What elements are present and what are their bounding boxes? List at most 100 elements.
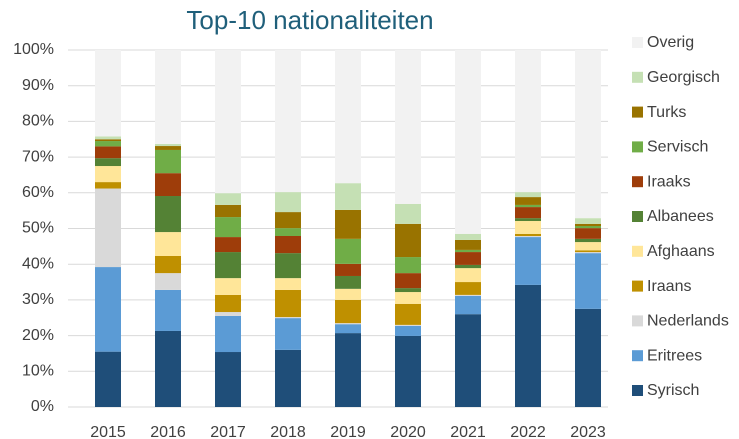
bar-segment bbox=[395, 223, 421, 258]
bar-segment bbox=[575, 226, 601, 229]
bar-segment bbox=[275, 278, 301, 290]
legend-label: Overig bbox=[647, 34, 694, 51]
bar-segment bbox=[515, 221, 541, 234]
bar-segment bbox=[215, 237, 241, 253]
bar-segment bbox=[335, 323, 361, 325]
bar-segment bbox=[395, 292, 421, 304]
x-tick-label: 2016 bbox=[150, 424, 186, 439]
bar-segment bbox=[515, 192, 541, 198]
legend-swatch bbox=[632, 37, 643, 48]
legend-swatch bbox=[632, 280, 643, 292]
bar-segment bbox=[395, 257, 421, 274]
bar-segment bbox=[395, 324, 421, 326]
bar-segment bbox=[335, 50, 361, 184]
bar-segment bbox=[455, 252, 481, 265]
legend-swatch bbox=[632, 245, 643, 257]
x-tick-label: 2022 bbox=[510, 424, 546, 439]
legend-label: Nederlands bbox=[647, 313, 729, 330]
bar-segment bbox=[275, 317, 301, 319]
bar-segment bbox=[455, 295, 481, 315]
bar-segment bbox=[335, 275, 361, 289]
legend-label: Iraans bbox=[647, 278, 691, 295]
bar-segment bbox=[515, 207, 541, 219]
y-tick-label: 90% bbox=[22, 77, 54, 94]
bar-segment bbox=[275, 318, 301, 350]
bar-segment bbox=[515, 233, 541, 236]
bar-segment bbox=[575, 250, 601, 253]
x-tick-label: 2023 bbox=[570, 424, 606, 439]
bar-segment bbox=[515, 237, 541, 285]
bar-segment bbox=[455, 314, 481, 407]
bar-segment bbox=[95, 351, 121, 407]
legend-label: Eritrees bbox=[647, 347, 702, 364]
bar-segment bbox=[575, 218, 601, 224]
legend-swatch bbox=[632, 315, 643, 327]
legend-swatch bbox=[632, 141, 643, 153]
bar-segment bbox=[395, 50, 421, 204]
legend-swatch bbox=[632, 106, 643, 118]
bar-segment bbox=[215, 294, 241, 313]
bar-segment bbox=[155, 173, 181, 197]
bar-segment bbox=[95, 141, 121, 147]
bar-segment bbox=[455, 50, 481, 234]
bar-segment bbox=[95, 267, 121, 352]
x-tick-label: 2020 bbox=[390, 424, 426, 439]
bar-segment bbox=[455, 282, 481, 295]
bar-segment bbox=[155, 273, 181, 290]
bar-segment bbox=[95, 50, 121, 137]
bar-segment bbox=[275, 349, 301, 407]
legend-label: Albanees bbox=[647, 208, 714, 225]
bar-segment bbox=[335, 209, 361, 239]
bar-segment bbox=[275, 212, 301, 229]
bar-segment bbox=[515, 204, 541, 208]
bar-segment bbox=[275, 50, 301, 193]
y-tick-label: 30% bbox=[22, 291, 54, 308]
bar-segment bbox=[215, 217, 241, 238]
y-tick-label: 70% bbox=[22, 148, 54, 165]
bar-segment bbox=[155, 289, 181, 331]
bar-segment bbox=[275, 289, 301, 318]
bar-segment bbox=[335, 324, 361, 334]
x-tick-label: 2018 bbox=[270, 424, 306, 439]
y-tick-label: 60% bbox=[22, 184, 54, 201]
bar-segment bbox=[515, 235, 541, 238]
legend-label: Iraaks bbox=[647, 173, 691, 190]
bar-segment bbox=[335, 183, 361, 210]
x-tick-label: 2015 bbox=[90, 424, 126, 439]
bar-segment bbox=[335, 288, 361, 300]
bar-segment bbox=[575, 253, 601, 309]
bar-segment bbox=[275, 235, 301, 254]
bar-segment bbox=[515, 197, 541, 205]
bar-segment bbox=[395, 288, 421, 293]
legend-label: Syrisch bbox=[647, 382, 699, 399]
bar-segment bbox=[395, 335, 421, 407]
bar-segment bbox=[575, 242, 601, 251]
bar-segment bbox=[395, 203, 421, 224]
bar-segment bbox=[395, 325, 421, 336]
bar-segment bbox=[155, 50, 181, 144]
bar-segment bbox=[215, 315, 241, 353]
bar-segment bbox=[575, 308, 601, 407]
bar-segment bbox=[575, 252, 601, 254]
bar-segment bbox=[215, 278, 241, 295]
y-tick-label: 50% bbox=[22, 220, 54, 237]
bar-segment bbox=[95, 146, 121, 159]
legend-label: Turks bbox=[647, 104, 686, 121]
bar-segment bbox=[155, 149, 181, 174]
bar-segment bbox=[275, 192, 301, 213]
bar-segment bbox=[155, 232, 181, 256]
bar-segment bbox=[155, 330, 181, 407]
bar-segment bbox=[335, 238, 361, 264]
bar-segment bbox=[275, 228, 301, 236]
x-tick-label: 2021 bbox=[450, 424, 486, 439]
bar-segment bbox=[95, 182, 121, 189]
legend-swatch bbox=[632, 385, 643, 396]
x-tick-label: 2019 bbox=[330, 424, 366, 439]
bar-segment bbox=[575, 228, 601, 239]
bar-segment bbox=[155, 146, 181, 150]
bar-segment bbox=[395, 273, 421, 289]
legend-label: Servisch bbox=[647, 139, 708, 156]
bar-segment bbox=[215, 252, 241, 279]
bar-segment bbox=[275, 253, 301, 279]
